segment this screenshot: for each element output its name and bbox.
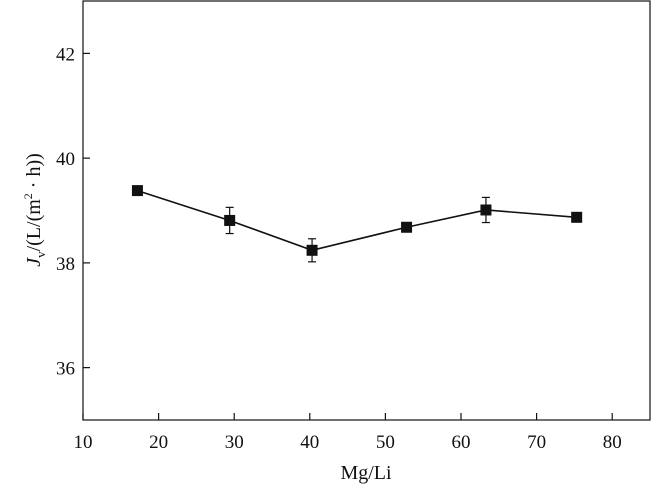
y-axis-label-units-end: · h)): [23, 153, 45, 193]
data-point: [306, 244, 318, 256]
series-layer: [131, 185, 583, 263]
x-tick-label: 10: [74, 432, 93, 453]
x-tick-label: 70: [527, 432, 546, 453]
y-tick-label: 38: [56, 254, 75, 275]
x-tick-label: 30: [225, 432, 244, 453]
y-axis-label-symbol: J: [23, 257, 45, 267]
plot-frame: [82, 0, 651, 421]
x-tick-label: 20: [149, 432, 168, 453]
y-tick-label: 36: [56, 359, 75, 380]
y-axis-label-subscript: v: [33, 251, 48, 258]
y-tick-label: 40: [56, 149, 75, 170]
x-axis-ticks: 10 20 30 40 50 60 70 80: [74, 413, 622, 453]
data-point: [401, 221, 413, 233]
data-point: [131, 185, 143, 197]
y-axis-label-superscript: 2: [21, 193, 35, 199]
y-axis-label: Jv/(L/(m2 · h)): [21, 153, 48, 267]
x-tick-label: 40: [300, 432, 319, 453]
series-line: [137, 189, 577, 252]
y-tick-label: 42: [56, 44, 75, 65]
x-tick-label: 50: [376, 432, 395, 453]
x-tick-label: 80: [603, 432, 622, 453]
x-axis-label: Mg/Li: [340, 462, 392, 484]
data-point: [224, 214, 236, 226]
y-axis-ticks: 36 38 40 42: [56, 44, 90, 380]
data-point: [480, 204, 492, 216]
x-tick-label: 60: [452, 432, 471, 453]
y-axis-label-units: /(L/(m: [23, 199, 45, 252]
data-point: [571, 211, 583, 223]
